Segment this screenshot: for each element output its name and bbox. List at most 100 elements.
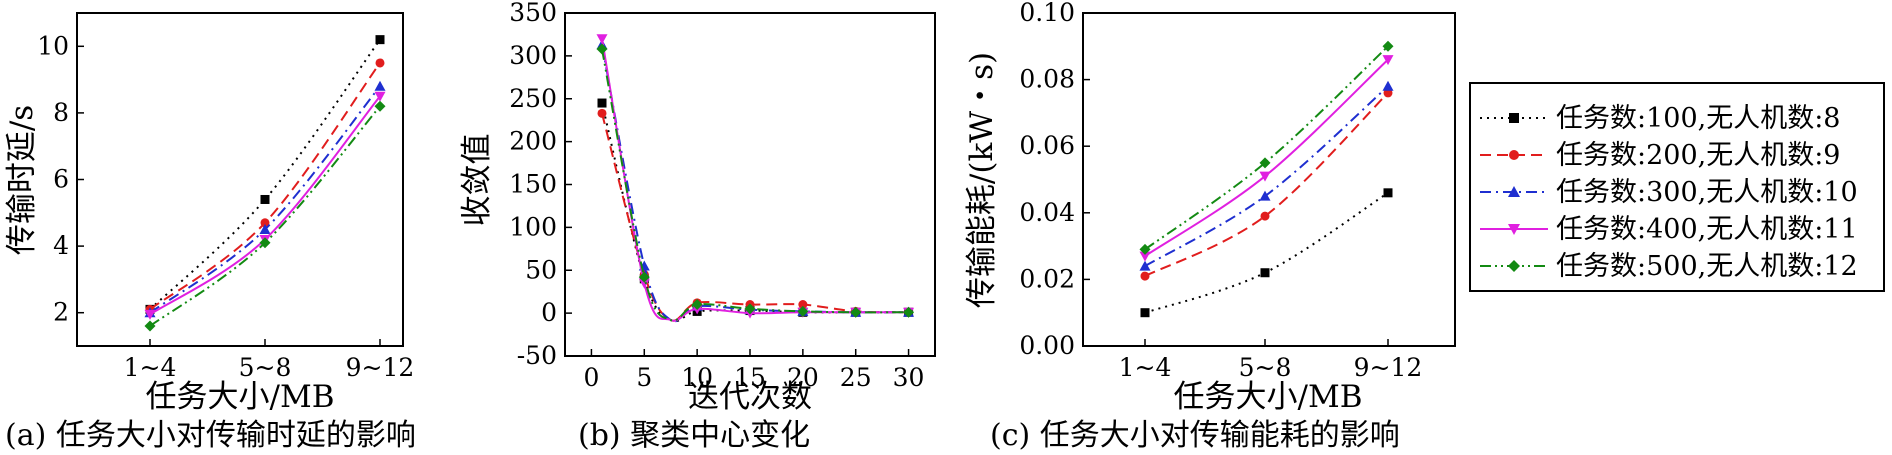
legend-label: 任务数:100,无人机数:8 xyxy=(1556,103,1841,134)
panel-c-series-5-point xyxy=(1259,157,1271,169)
panel-c-series-2-point xyxy=(1140,271,1150,281)
panel-b-ytick-label: 100 xyxy=(509,212,557,241)
legend-item-3: 任务数:300,无人机数:10 xyxy=(1480,177,1858,208)
panel-a-series-5-point xyxy=(374,100,386,112)
panel-b-ytick-label: 50 xyxy=(525,255,557,284)
panel-b-series-4-point xyxy=(596,34,608,45)
panel-b-xtick-label: 25 xyxy=(840,363,872,392)
panel-b-series-4-point xyxy=(638,278,650,289)
panel-c-series-1-line xyxy=(1144,191,1389,314)
panel-b-series-1-line xyxy=(601,102,909,323)
legend-item-1: 任务数:100,无人机数:8 xyxy=(1480,103,1841,134)
panel-b-caption: (b) 聚类中心变化 xyxy=(578,418,810,453)
panel-c-ytick-label: 0.02 xyxy=(1019,264,1075,293)
legend-label: 任务数:300,无人机数:10 xyxy=(1556,177,1858,208)
panel-a-series-1-point xyxy=(375,35,385,45)
panel-b-convergence: -50 0 50 100 150 200 250 300 350 0 5 10 15 20 25 30 迭代次… xyxy=(459,0,936,453)
panel-c-series-4-point xyxy=(1259,171,1271,182)
panel-b-series-5-line xyxy=(601,48,909,322)
legend-marker xyxy=(1508,186,1520,197)
panel-b-ytick-label: 250 xyxy=(509,84,557,113)
panel-a-xtick-label: 5~8 xyxy=(239,353,292,382)
panel-a-series-4-point xyxy=(144,309,156,320)
panel-a-ytick-label: 10 xyxy=(37,31,69,60)
panel-b-ylabel: 收敛值 xyxy=(459,134,495,227)
panel-a-frame xyxy=(76,12,404,347)
legend-item-4: 任务数:400,无人机数:11 xyxy=(1480,214,1858,245)
panel-c-ytick-label: 0.06 xyxy=(1019,131,1075,160)
panel-c-series-1-point xyxy=(1260,268,1270,278)
legend-marker xyxy=(1509,113,1519,123)
panel-b-ytick-label: 350 xyxy=(509,0,557,27)
panel-b-series-5-point xyxy=(850,306,862,318)
panel-b-series-5-point xyxy=(744,303,756,315)
legend-marker xyxy=(1508,224,1520,235)
panel-a-series-1-point xyxy=(260,194,270,204)
panel-a-series-4-point xyxy=(374,91,386,102)
legend-item-5: 任务数:500,无人机数:12 xyxy=(1480,251,1858,282)
panel-c-series-5-line xyxy=(1144,45,1389,251)
panel-c-ytick-label: 0.00 xyxy=(1019,331,1075,360)
panel-a-series-5-line xyxy=(149,105,381,327)
panel-b-xtick-label: 30 xyxy=(893,363,925,392)
panel-c-xlabel: 任务大小/MB xyxy=(1174,379,1363,415)
panel-a-ytick-label: 4 xyxy=(53,231,69,260)
panel-b-series-5-point xyxy=(903,306,915,318)
panel-c-xtick-label: 9~12 xyxy=(1354,353,1423,382)
panel-c-ytick-label: 0.08 xyxy=(1019,65,1075,94)
panel-b-series-2-point xyxy=(798,300,808,310)
panel-c-series-4-line xyxy=(1144,58,1389,257)
panel-c-xtick-label: 5~8 xyxy=(1239,353,1292,382)
panel-b-ytick-label: 300 xyxy=(509,41,557,70)
panel-b-ytick-label: 0 xyxy=(541,298,557,327)
panel-b-series-2-point xyxy=(597,108,607,118)
panel-a-series-2-line xyxy=(149,62,381,311)
panel-c-caption: (c) 任务大小对传输能耗的影响 xyxy=(990,418,1400,453)
panel-c-ylabel: 传输能耗/(kW・s) xyxy=(964,52,1000,308)
panel-c-series-4-point xyxy=(1382,55,1394,66)
legend-marker xyxy=(1508,260,1520,272)
panel-a-xtick-label: 1~4 xyxy=(124,353,177,382)
panel-b-xtick-label: 5 xyxy=(636,363,652,392)
panel-c-series-2-point xyxy=(1260,211,1270,221)
panel-c-series-3-point xyxy=(1259,190,1271,201)
panel-b-series-2-line xyxy=(601,113,909,322)
panel-b-xtick-label: 0 xyxy=(583,363,599,392)
panel-a-xtick-label: 9~12 xyxy=(346,353,415,382)
panel-a-series-3-point xyxy=(259,223,271,234)
legend: 任务数:100,无人机数:8 任务数:200,无人机数:9 任务数:300,无人机数… xyxy=(1469,82,1885,292)
panel-a-series-2-point xyxy=(375,58,385,68)
panel-a-caption: (a) 任务大小对传输时延的影响 xyxy=(5,418,416,453)
panel-b-xtick-label: 10 xyxy=(681,363,713,392)
panel-c-series-3-point xyxy=(1139,260,1151,271)
panel-c-ytick-label: 0.04 xyxy=(1019,198,1075,227)
panel-c-frame xyxy=(1082,12,1456,347)
legend-label: 任务数:500,无人机数:12 xyxy=(1556,251,1858,282)
panel-a-series-1-line xyxy=(149,39,381,311)
panel-b-series-5-point xyxy=(596,43,608,55)
panel-c-xtick-label: 1~4 xyxy=(1119,353,1172,382)
panel-b-xtick-label: 20 xyxy=(787,363,819,392)
panel-b-series-5-point xyxy=(797,305,809,317)
panel-a-series-3-point xyxy=(374,80,386,91)
panel-c-series-3-point xyxy=(1382,80,1394,91)
panel-c-energy: 0.00 0.02 0.04 0.06 0.08 0.10 1~4 5~8 9~12 任务大小/… xyxy=(964,0,1456,453)
panel-a-series-5-point xyxy=(144,320,156,332)
legend-marker xyxy=(1509,150,1519,160)
panel-c-series-1-point xyxy=(1383,188,1393,198)
panel-a-ytick-label: 6 xyxy=(53,165,69,194)
panel-b-series-1-point xyxy=(597,98,607,108)
panel-c-series-4-point xyxy=(1139,251,1151,262)
panel-a-xlabel: 任务大小/MB xyxy=(146,379,335,415)
panel-a-ylabel: 传输时延/s xyxy=(4,105,40,255)
panel-a-series-5-point xyxy=(259,237,271,249)
panel-b-ytick-label: -50 xyxy=(517,341,557,370)
panel-b-series-5-point xyxy=(691,299,703,311)
panel-b-ytick-label: 200 xyxy=(509,127,557,156)
panel-b-xtick-label: 15 xyxy=(734,363,766,392)
panel-a-ytick-label: 2 xyxy=(53,298,69,327)
panel-c-series-5-point xyxy=(1382,40,1394,52)
legend-label: 任务数:400,无人机数:11 xyxy=(1556,214,1858,245)
panel-c-ytick-label: 0.10 xyxy=(1019,0,1075,27)
